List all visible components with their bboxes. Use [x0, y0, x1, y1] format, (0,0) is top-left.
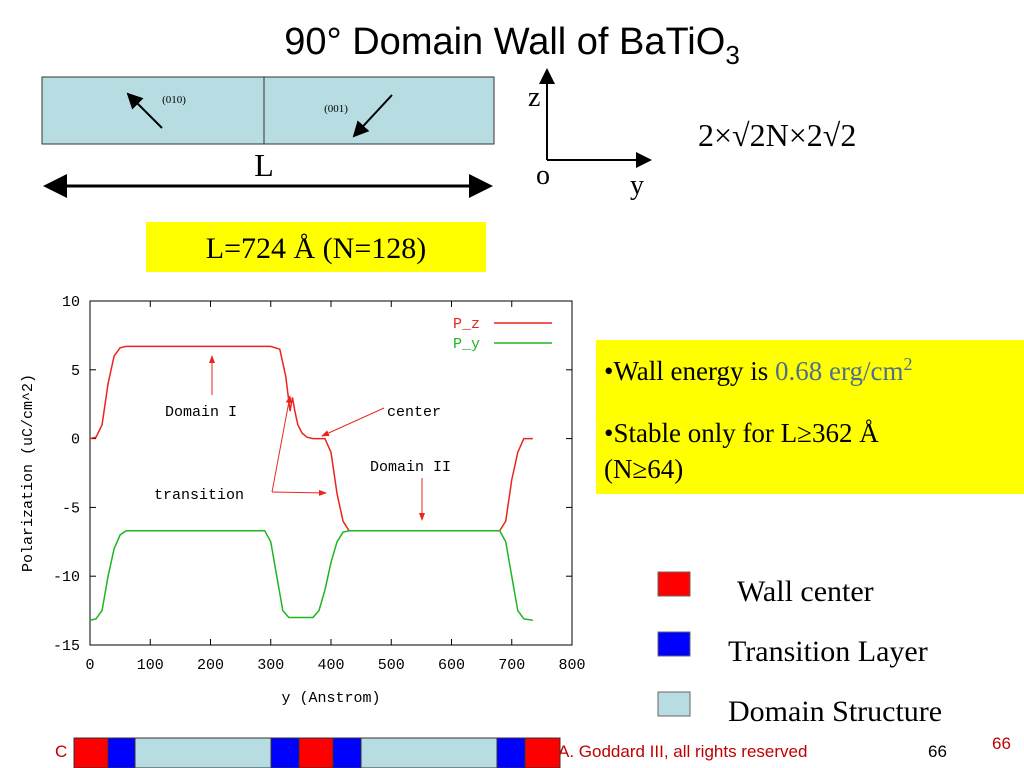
annotation: Domain I — [165, 404, 237, 421]
x-tick-label: 300 — [257, 657, 284, 674]
y-tick-label: 10 — [62, 294, 80, 311]
legend-label: Domain Structure — [728, 695, 942, 728]
y-tick-label: 0 — [71, 432, 80, 449]
annotation-arrow — [321, 407, 385, 437]
annotation-arrow — [271, 395, 292, 493]
legend-label: Wall center — [737, 575, 874, 608]
title-subscript: 3 — [725, 40, 739, 70]
page-number: 66 — [928, 742, 947, 761]
x-tick-label: 800 — [558, 657, 585, 674]
size-text: L=724 Å (N=128) — [206, 232, 426, 265]
annotation-arrow — [271, 489, 327, 496]
annotation: center — [387, 404, 441, 421]
legend-label: P_y — [453, 336, 480, 353]
legend-swatch — [657, 571, 691, 597]
y-tick-label: -10 — [53, 569, 80, 586]
bullet: (N≥64) — [604, 454, 683, 484]
x-tick-label: 0 — [85, 657, 94, 674]
legend-label: P_z — [453, 316, 480, 333]
domain-bar — [41, 76, 495, 145]
bullet: •Wall energy is 0.68 erg/cm2 — [604, 354, 912, 386]
layer-strip — [73, 737, 561, 768]
slide-number: 66 — [992, 734, 1011, 753]
orientation-label: (010) — [162, 94, 186, 106]
slide-title: 90° Domain Wall of BaTiO3 — [284, 21, 740, 70]
axis-label: z — [528, 82, 540, 113]
bullet-value: 0.68 erg/cm — [775, 356, 903, 386]
size-box — [146, 222, 486, 272]
plot: Domain I center transition Domain II y (… — [20, 294, 586, 707]
x-tick-label: 100 — [137, 657, 164, 674]
plot-frame — [89, 300, 573, 646]
legend-label: Transition Layer — [728, 635, 928, 668]
axis-label: o — [536, 160, 550, 191]
x-axis-label: y (Anstrom) — [281, 690, 380, 707]
footer-text: C — [55, 742, 67, 761]
x-tick-label: 500 — [378, 657, 405, 674]
axis-label: y — [630, 170, 644, 201]
annotation: Domain II — [370, 459, 451, 476]
y-tick-label: 5 — [71, 363, 80, 380]
x-tick-label: 200 — [197, 657, 224, 674]
length-label: L — [254, 147, 274, 183]
orientation-label: (001) — [324, 103, 348, 115]
x-tick-label: 400 — [317, 657, 344, 674]
series-line — [89, 530, 533, 621]
polarization-arrow — [126, 92, 163, 129]
polarization-arrow — [352, 94, 393, 138]
formula: 2×√2N×2√2 — [698, 117, 856, 153]
y-tick-label: -15 — [53, 638, 80, 655]
bullet: •Stable only for L≥362 Å — [604, 418, 879, 448]
info-box — [596, 340, 1024, 494]
title-text: 90° Domain Wall of BaTiO — [284, 21, 725, 63]
bullet-text: •Wall energy is — [604, 356, 775, 386]
x-tick-label: 600 — [438, 657, 465, 674]
footer-text: A. Goddard III, all rights reserved — [558, 742, 807, 761]
legend-swatch — [657, 631, 691, 657]
annotation: transition — [154, 487, 244, 504]
bullet-superscript: 2 — [903, 354, 912, 374]
x-tick-label: 700 — [498, 657, 525, 674]
legend-swatch — [657, 691, 691, 717]
y-axis-label: Polarization (uC/cm^2) — [20, 374, 37, 572]
y-tick-label: -5 — [62, 500, 80, 517]
